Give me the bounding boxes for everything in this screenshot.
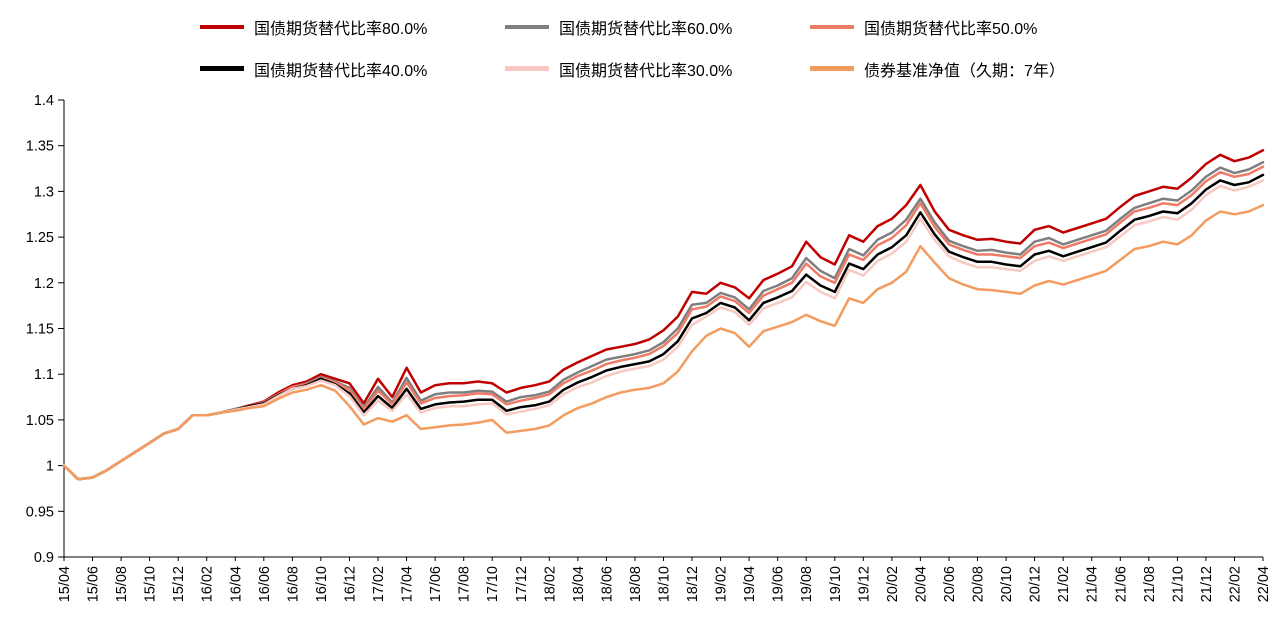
x-tick-label: 17/02: [371, 566, 387, 602]
x-tick-label: 18/06: [599, 566, 615, 602]
x-tick-label: 17/06: [428, 566, 444, 602]
legend-label-ratio-50: 国债期货替代比率50.0%: [864, 21, 1038, 38]
x-tick-label: 19/12: [856, 566, 872, 602]
legend-swatch-benchmark: [810, 66, 854, 71]
line-chart-canvas: 0.9 0.95 1 1.05 1.1 1.15 1.2 1.25 1.3 1.35 1.4 15/0…: [26, 93, 1272, 602]
x-tick-label: 19/02: [714, 566, 730, 602]
x-tick-label: 19/08: [799, 566, 815, 602]
x-tick-label: 18/02: [542, 566, 558, 602]
x-tick-label: 16/02: [200, 566, 216, 602]
series-line: [62, 179, 1265, 481]
series-lines: [62, 149, 1265, 481]
legend-label-benchmark: 债券基准净值（久期：7年）: [864, 62, 1065, 80]
y-tick-label: 1.25: [26, 230, 54, 246]
x-tick-label: 16/06: [257, 566, 273, 602]
x-tick-label: 22/02: [1228, 566, 1244, 602]
y-tick-label: 1.05: [26, 413, 54, 429]
x-tick-label: 15/04: [57, 566, 73, 602]
y-tick-label: 1.15: [26, 322, 54, 338]
y-tick-label: 0.95: [26, 504, 54, 520]
legend-label-ratio-30: 国债期货替代比率30.0%: [559, 62, 733, 80]
legend-item-ratio-50: 国债期货替代比率50.0%: [810, 16, 1240, 38]
x-tick-label: 21/02: [1056, 566, 1072, 602]
y-tick-label: 1.3: [34, 184, 54, 200]
x-tick-label: 15/06: [86, 566, 102, 602]
legend-item-ratio-30: 国债期货替代比率30.0%: [505, 58, 810, 80]
x-tick-label: 20/08: [971, 566, 987, 602]
x-tick-label: 17/12: [514, 566, 530, 602]
legend-swatch-ratio-60: [505, 24, 549, 30]
x-tick-label: 19/06: [771, 566, 787, 602]
x-tick-label: 16/10: [314, 566, 330, 602]
x-tick-label: 19/04: [742, 566, 758, 602]
y-tick-label: 0.9: [34, 550, 54, 566]
x-tick-label: 20/06: [942, 566, 958, 602]
legend-swatch-ratio-30: [505, 66, 549, 71]
legend-item-ratio-60: 国债期货替代比率60.0%: [505, 16, 810, 38]
x-tick-label: 22/04: [1256, 566, 1272, 602]
x-tick-label: 21/04: [1085, 566, 1101, 602]
legend-label-ratio-80: 国债期货替代比率80.0%: [254, 21, 428, 38]
series-line: [62, 173, 1265, 481]
chart-legend: 国债期货替代比率80.0% 国债期货替代比率60.0% 国债期货替代比率50.0…: [0, 0, 1275, 86]
x-tick-label: 15/10: [143, 566, 159, 602]
x-tick-label: 16/04: [228, 566, 244, 602]
y-tick-label: 1: [46, 459, 54, 475]
x-tick-label: 21/10: [1170, 566, 1186, 602]
y-tick-label: 1.2: [34, 276, 54, 292]
x-tick-label: 21/12: [1199, 566, 1215, 602]
x-tick-label: 15/08: [114, 566, 130, 602]
legend-item-benchmark: 债券基准净值（久期：7年）: [810, 58, 1240, 80]
x-tick-label: 21/06: [1113, 566, 1129, 602]
x-tick-label: 16/08: [285, 566, 301, 602]
x-tick-label: 20/12: [1028, 566, 1044, 602]
legend-item-ratio-80: 国债期货替代比率80.0%: [200, 16, 505, 38]
x-axis: 15/04 15/06 15/08 15/10 15/12 16/02 16/04 16/06…: [57, 556, 1272, 602]
legend-item-ratio-40: 国债期货替代比率40.0%: [200, 58, 505, 80]
legend-swatch-ratio-80: [200, 24, 244, 30]
x-tick-label: 20/02: [885, 566, 901, 602]
legend-swatch-ratio-50: [810, 24, 854, 30]
y-axis: 0.9 0.95 1 1.05 1.1 1.15 1.2 1.25 1.3 1.35 1.4: [26, 93, 65, 566]
x-tick-label: 18/04: [571, 566, 587, 602]
series-line: [62, 160, 1265, 481]
x-tick-label: 18/10: [657, 566, 673, 602]
x-tick-label: 21/08: [1142, 566, 1158, 602]
x-tick-label: 18/08: [628, 566, 644, 602]
x-tick-label: 18/12: [685, 566, 701, 602]
x-tick-label: 19/10: [828, 566, 844, 602]
x-tick-label: 20/10: [999, 566, 1015, 602]
series-line: [62, 203, 1265, 481]
x-tick-label: 17/04: [400, 566, 416, 602]
x-tick-label: 16/12: [343, 566, 359, 602]
x-tick-label: 20/04: [913, 566, 929, 602]
legend-label-ratio-40: 国债期货替代比率40.0%: [254, 62, 428, 80]
series-line: [62, 149, 1265, 481]
y-tick-label: 1.1: [34, 367, 54, 383]
x-tick-label: 15/12: [171, 566, 187, 602]
y-tick-label: 1.35: [26, 139, 54, 155]
legend-label-ratio-60: 国债期货替代比率60.0%: [559, 21, 733, 38]
y-tick-label: 1.4: [34, 93, 54, 109]
x-tick-label: 17/10: [485, 566, 501, 602]
legend-swatch-ratio-40: [200, 66, 244, 71]
x-tick-label: 17/08: [457, 566, 473, 602]
series-line: [62, 165, 1265, 481]
